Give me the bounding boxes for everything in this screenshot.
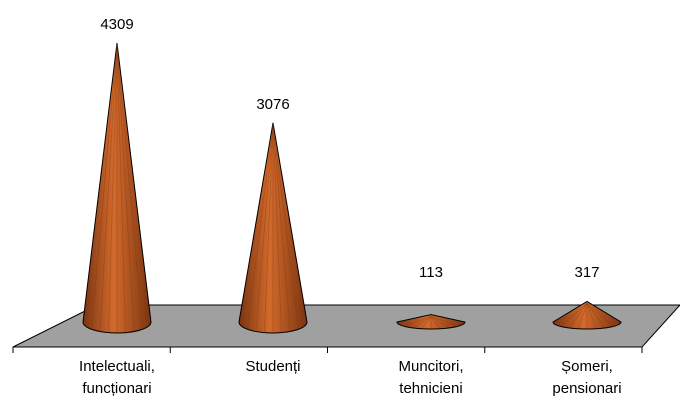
cone-facet <box>116 44 126 332</box>
category-label: Intelectuali, funcționari <box>79 358 155 397</box>
cone-bar <box>238 122 308 334</box>
value-label: 113 <box>419 264 443 281</box>
category-label: Muncitori, tehnicieni <box>398 358 463 397</box>
cone-facet <box>569 303 588 328</box>
cone-facet <box>264 124 274 332</box>
category-label: Studenți <box>245 358 300 375</box>
cone-body <box>396 314 466 330</box>
cone-facet <box>116 44 135 331</box>
category-label: Șomeri, pensionari <box>552 358 621 397</box>
cone-facet <box>422 316 432 329</box>
cone-facet <box>91 44 118 329</box>
cone-facet <box>272 124 282 332</box>
cone-body <box>552 300 622 330</box>
cone-facet <box>578 303 588 328</box>
value-label: 317 <box>574 264 599 281</box>
value-label: 3076 <box>256 96 289 113</box>
cone-facet <box>116 44 143 329</box>
cone-facet <box>272 124 291 331</box>
cone-facet <box>413 316 432 328</box>
cone-facet <box>255 124 274 331</box>
cone-facet <box>561 303 588 326</box>
cone-facet <box>272 124 299 329</box>
cone-facet <box>430 316 440 329</box>
value-label: 4309 <box>100 16 133 33</box>
cone-bar <box>82 42 152 334</box>
cone-body <box>82 42 152 334</box>
cone-facet <box>586 303 613 326</box>
cone-facet <box>430 316 449 328</box>
cone-facet <box>108 44 118 332</box>
cone-bar <box>552 300 622 330</box>
cone-facet <box>247 124 274 329</box>
cone-facet <box>586 303 596 328</box>
cone-body <box>238 122 308 334</box>
cone-bar <box>396 314 466 330</box>
cone-facet <box>99 44 118 331</box>
cone-facet <box>586 303 605 328</box>
cone-facet <box>405 316 432 327</box>
cone-facet <box>430 316 457 327</box>
